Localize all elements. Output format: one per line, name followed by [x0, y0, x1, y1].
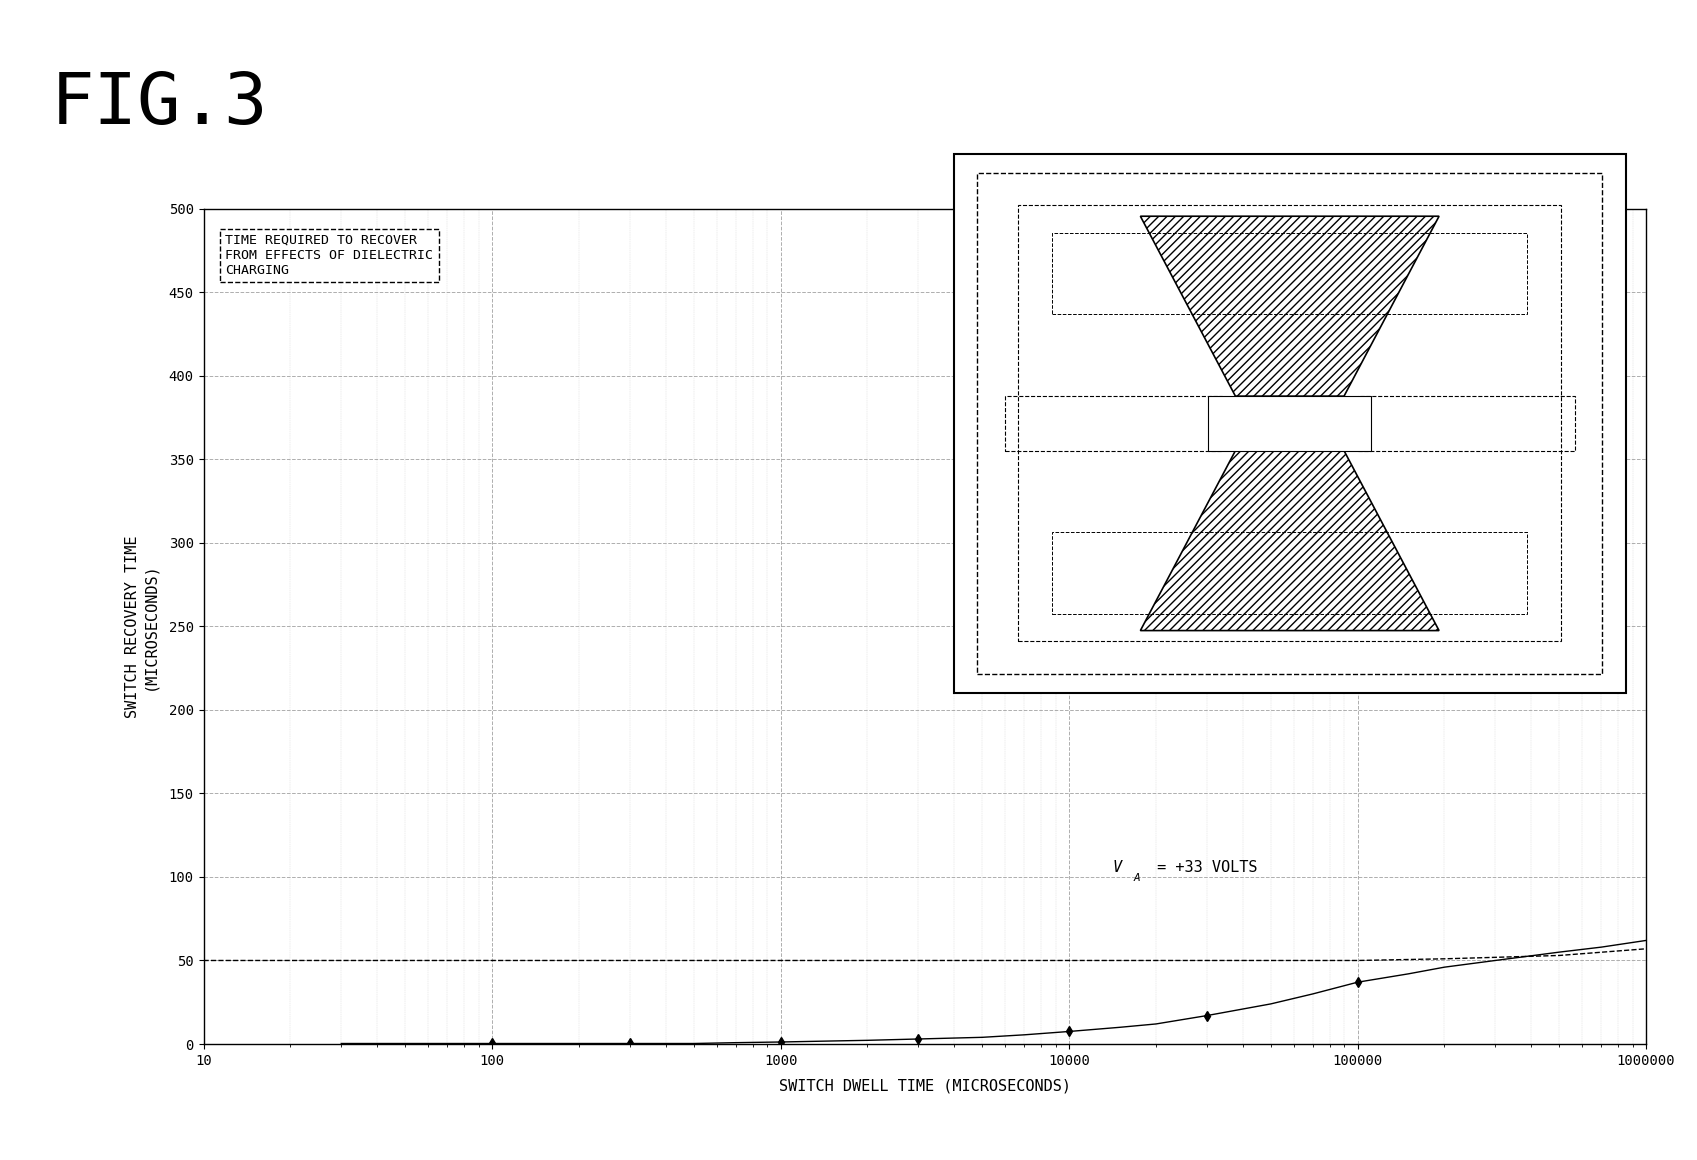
Text: A: A: [1134, 872, 1140, 883]
Bar: [1018, 205, 1561, 641]
Bar: [1358, 397, 1575, 450]
Text: V: V: [1113, 861, 1122, 876]
Text: TIME REQUIRED TO RECOVER
FROM EFFECTS OF DIELECTRIC
CHARGING: TIME REQUIRED TO RECOVER FROM EFFECTS OF…: [226, 234, 433, 277]
Bar: [1052, 532, 1527, 615]
Text: = +33 VOLTS: = +33 VOLTS: [1149, 861, 1257, 876]
Text: FIG.3: FIG.3: [51, 70, 268, 138]
Bar: [1005, 397, 1222, 450]
Bar: [1052, 232, 1527, 314]
Y-axis label: SWITCH RECOVERY TIME
(MICROSECONDS): SWITCH RECOVERY TIME (MICROSECONDS): [126, 535, 158, 718]
Bar: [1208, 397, 1371, 450]
X-axis label: SWITCH DWELL TIME (MICROSECONDS): SWITCH DWELL TIME (MICROSECONDS): [779, 1079, 1071, 1094]
